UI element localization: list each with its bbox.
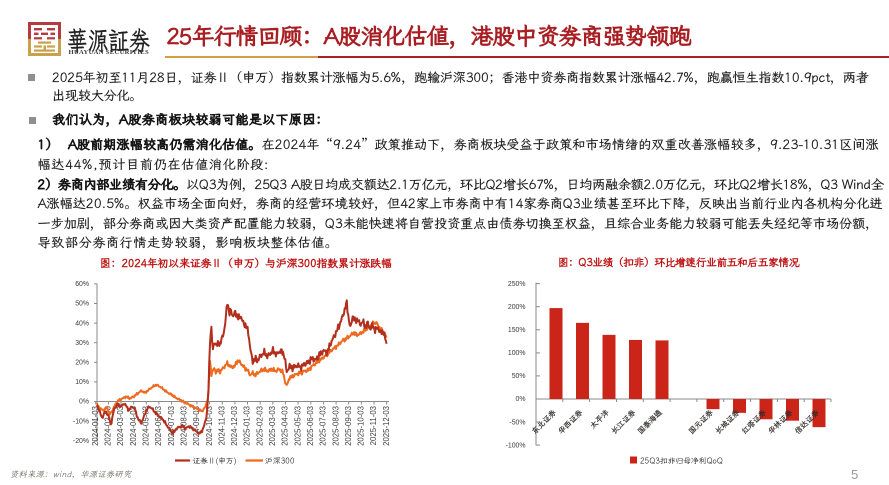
svg-text:0%: 0% <box>516 396 526 403</box>
svg-text:2024-11-03: 2024-11-03 <box>217 406 226 445</box>
svg-text:40%: 40% <box>75 320 89 327</box>
svg-text:50%: 50% <box>512 373 526 380</box>
svg-text:太平洋: 太平洋 <box>588 408 612 432</box>
svg-text:2024-04-03: 2024-04-03 <box>129 406 138 446</box>
svg-text:2025-10-03: 2025-10-03 <box>357 406 366 446</box>
svg-text:60%: 60% <box>75 281 89 288</box>
svg-text:30%: 30% <box>75 340 89 347</box>
svg-text:150%: 150% <box>508 327 526 334</box>
svg-text:2024-02-03: 2024-02-03 <box>104 406 113 446</box>
svg-text:2025-07-03: 2025-07-03 <box>319 406 328 446</box>
svg-text:-20%: -20% <box>73 438 89 445</box>
svg-text:0%: 0% <box>79 399 89 406</box>
svg-text:-10%: -10% <box>73 418 89 425</box>
svg-text:2025-11-03: 2025-11-03 <box>369 406 378 445</box>
svg-text:10%: 10% <box>75 379 89 386</box>
svg-text:2025-01-03: 2025-01-03 <box>243 406 252 446</box>
svg-text:2024-03-03: 2024-03-03 <box>116 406 125 446</box>
svg-text:2024-10-03: 2024-10-03 <box>205 406 214 446</box>
svg-text:2025-09-03: 2025-09-03 <box>344 406 353 446</box>
svg-text:2025-02-03: 2025-02-03 <box>255 406 264 446</box>
svg-text:2025-04-03: 2025-04-03 <box>281 406 290 446</box>
svg-text:证券Ⅱ(申万): 证券Ⅱ(申万) <box>192 456 236 466</box>
svg-text:华西证券: 华西证券 <box>556 408 585 437</box>
svg-text:2024-06-03: 2024-06-03 <box>154 406 163 446</box>
svg-text:长城证券: 长城证券 <box>713 408 742 437</box>
svg-text:2024-07-03: 2024-07-03 <box>167 406 176 446</box>
svg-text:100%: 100% <box>508 350 526 357</box>
svg-text:2025-03-03: 2025-03-03 <box>268 406 277 446</box>
svg-text:250%: 250% <box>508 281 526 288</box>
svg-text:2025-06-03: 2025-06-03 <box>306 406 315 446</box>
svg-text:50%: 50% <box>75 301 89 308</box>
svg-text:长江证券: 长江证券 <box>609 408 638 437</box>
svg-text:东北证券: 东北证券 <box>530 408 559 437</box>
svg-text:2024-05-03: 2024-05-03 <box>142 406 151 446</box>
svg-text:2025-12-03: 2025-12-03 <box>382 406 391 446</box>
svg-text:国泰海通: 国泰海通 <box>636 408 665 437</box>
svg-text:国元证券: 国元证券 <box>687 408 716 437</box>
svg-text:200%: 200% <box>508 304 526 311</box>
svg-text:-50%: -50% <box>509 419 525 426</box>
svg-text:2025-08-03: 2025-08-03 <box>331 406 340 446</box>
svg-text:-100%: -100% <box>506 442 526 449</box>
svg-text:2025-05-03: 2025-05-03 <box>293 406 302 446</box>
svg-text:20%: 20% <box>75 360 89 367</box>
svg-text:沪深300: 沪深300 <box>265 456 295 466</box>
svg-text:25Q3扣非归母净利QoQ: 25Q3扣非归母净利QoQ <box>640 456 723 466</box>
svg-text:2024-09-03: 2024-09-03 <box>192 406 201 446</box>
svg-text:2024-12-03: 2024-12-03 <box>230 406 239 446</box>
svg-text:2024-01-03: 2024-01-03 <box>91 406 100 446</box>
